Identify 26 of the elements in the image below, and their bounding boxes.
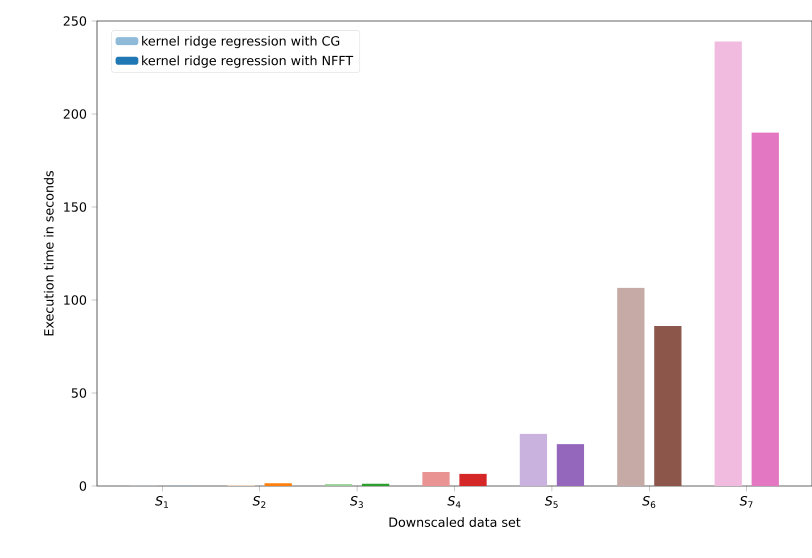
bar bbox=[617, 288, 644, 486]
y-tick-label: 0 bbox=[80, 481, 86, 491]
y-tick-label: 50 bbox=[72, 388, 86, 398]
legend-label: kernel ridge regression with NFFT bbox=[142, 56, 354, 68]
legend-label: kernel ridge regression with CG bbox=[142, 36, 340, 48]
bar bbox=[714, 41, 742, 486]
bar bbox=[752, 132, 779, 486]
y-tick-label: 100 bbox=[64, 295, 86, 305]
bar bbox=[654, 326, 682, 486]
x-tick-label: S$_{3}$ bbox=[350, 496, 363, 508]
x-tick-label: S$_{2}$ bbox=[252, 496, 266, 508]
x-tick-label: S$_{6}$ bbox=[642, 496, 656, 508]
y-tick-label: 200 bbox=[64, 109, 86, 119]
y-tick-label: 250 bbox=[64, 16, 86, 26]
y-tick-label: 150 bbox=[64, 202, 86, 212]
x-tick-label: S$_{7}$ bbox=[740, 496, 753, 508]
bar bbox=[264, 483, 292, 486]
bar bbox=[459, 474, 487, 486]
x-tick-label: S$_{4}$ bbox=[447, 496, 461, 508]
bar bbox=[520, 434, 548, 486]
x-tick-label: S$_{1}$ bbox=[155, 496, 168, 508]
x-axis-title: Downscaled data set bbox=[389, 517, 520, 527]
y-axis-title: Execution time in seconds bbox=[44, 171, 54, 336]
bar bbox=[422, 472, 450, 486]
x-tick-label: S$_{5}$ bbox=[544, 496, 558, 508]
bar bbox=[556, 444, 584, 486]
